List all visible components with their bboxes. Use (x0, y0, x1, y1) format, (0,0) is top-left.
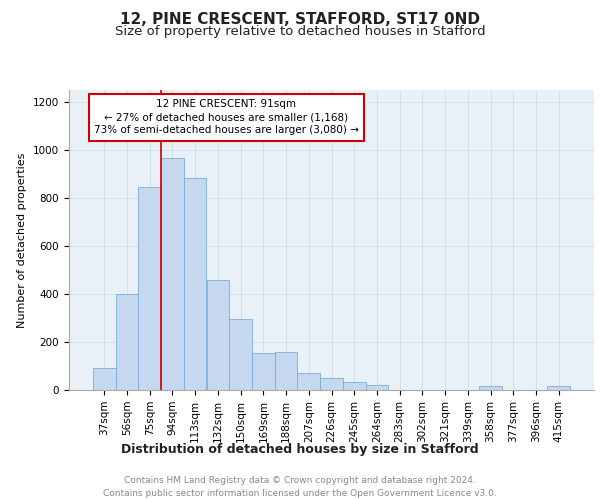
Text: Contains HM Land Registry data © Crown copyright and database right 2024.
Contai: Contains HM Land Registry data © Crown c… (103, 476, 497, 498)
Text: Distribution of detached houses by size in Stafford: Distribution of detached houses by size … (121, 442, 479, 456)
Y-axis label: Number of detached properties: Number of detached properties (17, 152, 28, 328)
Bar (93, 368, 116, 390)
Bar (252, 353, 275, 390)
Bar (139, 187, 161, 390)
Bar (116, 294, 139, 390)
Text: Size of property relative to detached houses in Stafford: Size of property relative to detached ho… (115, 25, 485, 38)
Bar (275, 352, 298, 390)
Bar (206, 280, 229, 390)
Bar (320, 378, 343, 390)
Text: 12 PINE CRESCENT: 91sqm
← 27% of detached houses are smaller (1,168)
73% of semi: 12 PINE CRESCENT: 91sqm ← 27% of detache… (94, 99, 359, 136)
Bar (229, 319, 252, 390)
Bar (298, 373, 320, 390)
Bar (547, 386, 570, 390)
Bar (365, 385, 388, 390)
Bar (479, 386, 502, 390)
Bar (343, 382, 365, 390)
Bar (161, 158, 184, 390)
Bar (184, 178, 206, 390)
Text: 12, PINE CRESCENT, STAFFORD, ST17 0ND: 12, PINE CRESCENT, STAFFORD, ST17 0ND (120, 12, 480, 28)
